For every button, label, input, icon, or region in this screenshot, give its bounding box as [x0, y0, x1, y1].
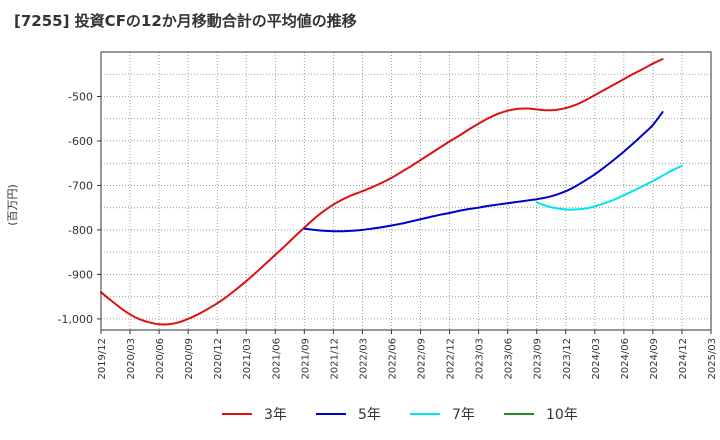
y-tick-label: -700 — [68, 179, 93, 192]
x-tick-label: 2024/09 — [649, 338, 660, 380]
x-tick-label: 2021/09 — [300, 338, 311, 380]
y-axis-label: (百万円) — [6, 184, 19, 226]
x-tick-label: 2021/03 — [242, 338, 253, 380]
x-tick-label: 2022/06 — [387, 338, 398, 380]
x-tick-label: 2020/03 — [126, 338, 137, 380]
x-axis-ticks: 2019/12 2020/03 2020/06 2020/09 2020/12 2021/… — [97, 330, 718, 380]
x-tick-label: 2025/03 — [707, 338, 718, 380]
x-tick-label: 2019/12 — [97, 338, 108, 380]
legend-label-3: 10年 — [546, 407, 578, 423]
series-line-1 — [303, 111, 664, 233]
x-tick-label: 2020/09 — [184, 338, 195, 380]
plot-background — [101, 52, 711, 330]
legend: 3年 5年 7年 10年 — [222, 407, 578, 423]
chart-title: [7255] 投資CFの12か月移動合計の平均値の推移 — [14, 12, 357, 30]
y-tick-label: -500 — [68, 90, 93, 103]
x-tick-label: 2021/12 — [329, 338, 340, 380]
y-tick-label: -600 — [68, 135, 93, 148]
x-tick-label: 2023/06 — [504, 338, 515, 380]
x-tick-label: 2022/03 — [358, 338, 369, 380]
legend-label-1: 5年 — [358, 407, 381, 423]
y-tick-label: -800 — [68, 224, 93, 237]
x-tick-label: 2024/06 — [620, 338, 631, 380]
x-tick-label: 2022/12 — [446, 338, 457, 380]
x-tick-label: 2020/06 — [155, 338, 166, 380]
x-tick-label: 2021/06 — [271, 338, 282, 380]
x-tick-label: 2020/12 — [213, 338, 224, 380]
x-tick-label: 2024/03 — [591, 338, 602, 380]
legend-label-2: 7年 — [452, 407, 475, 423]
series-line-0 — [100, 58, 664, 326]
legend-label-0: 3年 — [264, 407, 287, 423]
x-tick-label: 2023/09 — [533, 338, 544, 380]
x-tick-label: 2022/09 — [417, 338, 428, 380]
plot-frame — [100, 51, 712, 331]
x-tick-label: 2023/12 — [562, 338, 573, 380]
series-lines — [100, 58, 683, 326]
x-tick-label: 2024/12 — [678, 338, 689, 380]
y-tick-label: -900 — [68, 268, 93, 281]
y-tick-label: -1,000 — [58, 313, 93, 326]
series-line-2 — [535, 164, 683, 211]
x-tick-label: 2023/03 — [475, 338, 486, 380]
y-axis-ticks: -1,000 -900 -800 -700 -600 -500 — [58, 90, 101, 326]
